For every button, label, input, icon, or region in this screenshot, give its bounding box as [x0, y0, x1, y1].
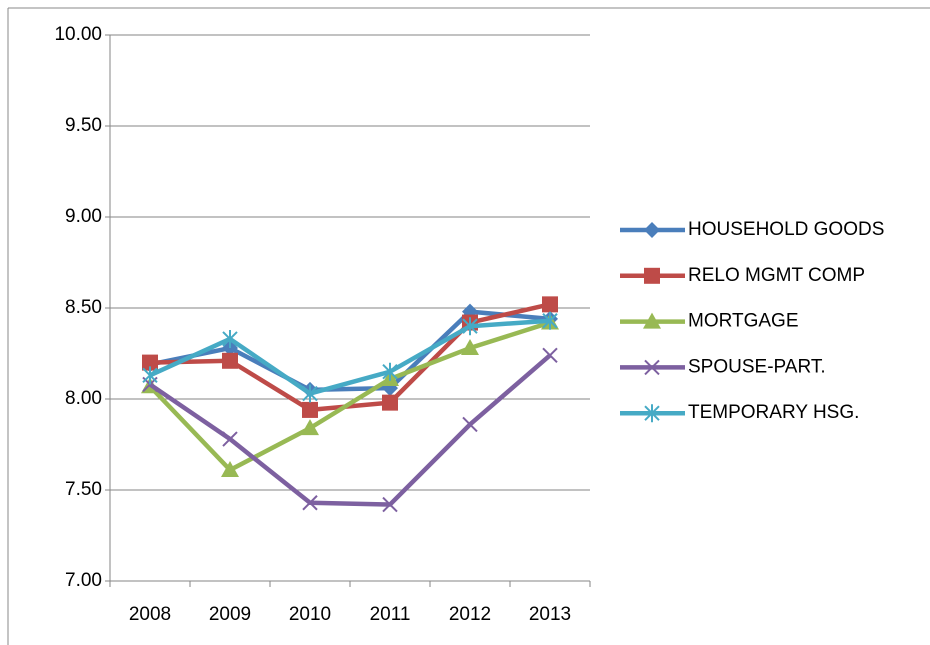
- legend-marker: [644, 404, 660, 423]
- legend-marker: [644, 222, 660, 238]
- x-tick-label: 2009: [209, 604, 251, 625]
- data-point: [302, 495, 318, 511]
- data-point: [382, 362, 398, 381]
- series-line: [149, 318, 551, 396]
- data-point: [382, 394, 398, 411]
- data-point: [222, 352, 238, 369]
- y-tick-label: 8.00: [65, 388, 102, 409]
- data-point: [462, 416, 478, 433]
- data-point: [142, 354, 158, 371]
- series-line: [149, 302, 551, 413]
- legend-label: HOUSEHOLD GOODS: [688, 219, 884, 240]
- y-tick-label: 9.00: [65, 206, 102, 227]
- y-tick-label: 7.50: [65, 479, 102, 500]
- legend-label: TEMPORARY HSG.: [688, 402, 859, 423]
- data-point: [462, 317, 478, 336]
- data-point: [301, 419, 319, 436]
- data-point: [542, 296, 558, 313]
- x-tick-label: 2012: [449, 604, 491, 625]
- data-point: [222, 431, 238, 447]
- data-point: [221, 460, 239, 477]
- series-line: [148, 320, 551, 473]
- legend-marker: [644, 359, 660, 376]
- data-point: [542, 311, 558, 330]
- legend-label: RELO MGMT COMP: [688, 265, 865, 286]
- y-tick-label: 9.50: [65, 115, 102, 136]
- legend-label: SPOUSE-PART.: [688, 356, 826, 377]
- y-tick-label: 10.00: [54, 24, 102, 45]
- legend-label: MORTGAGE: [688, 311, 799, 332]
- data-point: [542, 347, 558, 364]
- data-point: [302, 401, 318, 418]
- data-point: [302, 384, 318, 403]
- y-tick-label: 7.00: [65, 570, 102, 591]
- data-point: [382, 496, 398, 513]
- legend-marker: [643, 312, 661, 329]
- x-tick-label: 2013: [529, 604, 571, 625]
- y-tick-label: 8.50: [65, 297, 102, 318]
- data-point: [142, 366, 158, 385]
- x-tick-label: 2010: [289, 604, 331, 625]
- data-point: [222, 329, 238, 348]
- x-tick-label: 2011: [370, 604, 411, 625]
- x-tick-label: 2008: [129, 604, 171, 625]
- series-line: [148, 353, 552, 507]
- series-line: [149, 309, 551, 393]
- data-point: [461, 339, 479, 356]
- legend-marker: [644, 267, 660, 284]
